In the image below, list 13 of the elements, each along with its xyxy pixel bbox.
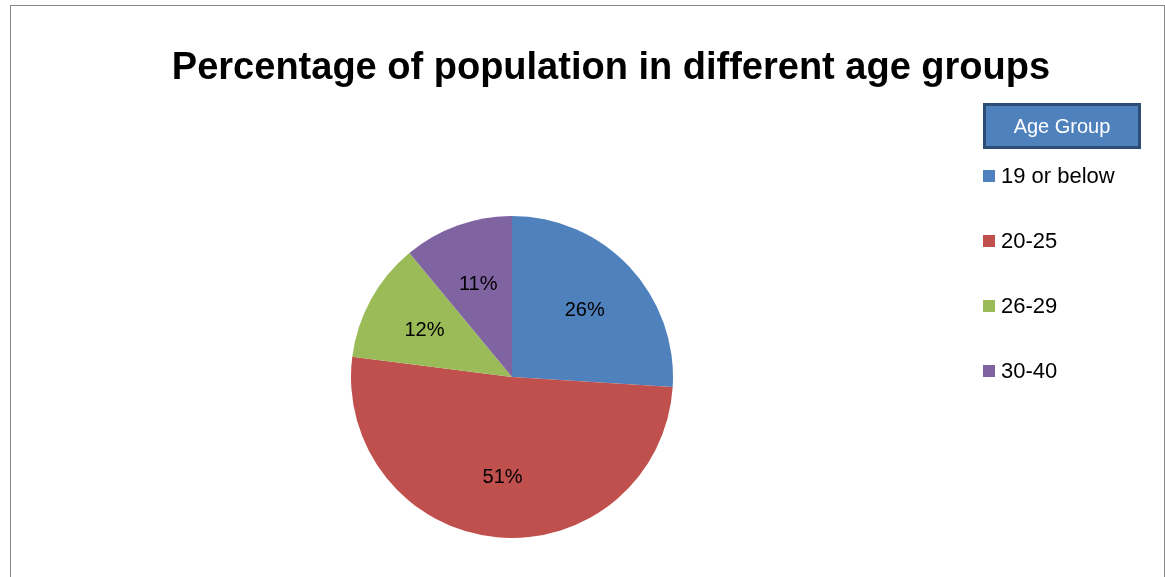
data-label: 12% <box>404 317 445 340</box>
pie-slice <box>352 252 512 377</box>
chart-title: Percentage of population in different age groups <box>170 44 1052 89</box>
legend-label: 20-25 <box>1001 227 1058 254</box>
data-label: 26% <box>564 297 605 320</box>
legend-label: 26-29 <box>1001 292 1058 319</box>
pie-slice <box>351 356 673 538</box>
legend-title: Age Group <box>983 103 1141 149</box>
data-label: 11% <box>458 272 498 295</box>
legend-label: 30-40 <box>1001 357 1058 384</box>
data-label: 51% <box>482 465 523 488</box>
legend-label: 19 or below <box>1001 162 1115 189</box>
pie-slice <box>512 216 673 388</box>
